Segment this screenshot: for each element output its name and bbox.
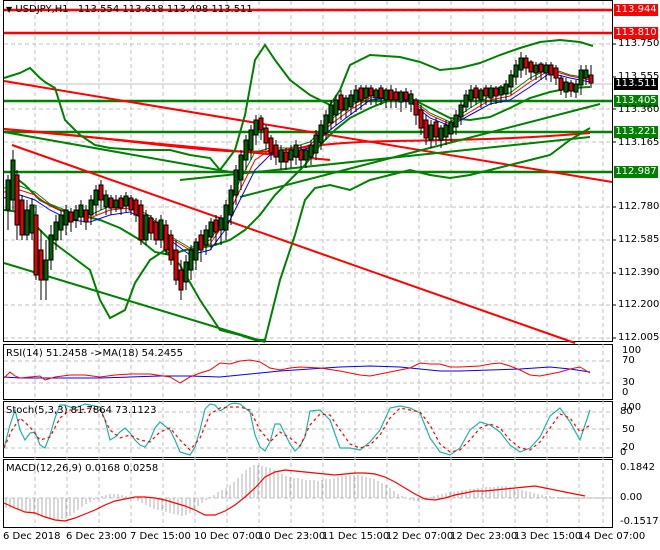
rsi-tick: 30: [622, 377, 635, 388]
time-label: 13 Dec 15:00: [514, 531, 582, 542]
stoch-tick: 20: [622, 442, 635, 453]
price-tick: 113.555: [618, 71, 660, 82]
macd-title: MACD(12,26,9) 0.0168 0.0258: [6, 463, 159, 474]
trend-lines[interactable]: [3, 80, 613, 344]
price-tick: 113.165: [618, 137, 660, 148]
price-tick: 113.360: [618, 104, 660, 115]
axis-ticks: [612, 43, 616, 339]
dropdown-triangle-icon[interactable]: ▼: [6, 5, 13, 14]
time-label: 6 Dec 23:00: [66, 531, 127, 542]
stoch-lines: [3, 402, 591, 456]
candlesticks: [5, 52, 594, 300]
time-label: 14 Dec 07:00: [578, 531, 646, 542]
price-tick: 112.585: [618, 234, 660, 245]
macd-tick: 0.1842: [620, 462, 655, 473]
time-label: 12 Dec 23:00: [450, 531, 518, 542]
symbol-label: USDJPY,H1: [15, 4, 69, 15]
grid-vertical: [34, 1, 604, 527]
time-label: 11 Dec 15:00: [322, 531, 390, 542]
rsi-lines: [3, 359, 591, 384]
current-price-label: 113.511: [614, 78, 658, 90]
level-label-112987: 112.987: [614, 166, 658, 178]
price-tick: 112.005: [618, 332, 660, 343]
rsi-tick: 70: [622, 355, 635, 366]
level-label-113405: 113.405: [614, 95, 658, 107]
stoch-tick: 0: [620, 447, 627, 458]
macd-tick: 0.00: [620, 492, 643, 503]
level-label-113944: 113.944: [614, 4, 658, 16]
rsi-tick: 100: [622, 345, 642, 356]
rsi-tick: 0: [622, 387, 629, 398]
time-label: 6 Dec 2018: [3, 531, 61, 542]
macd-tick: -0.1517: [620, 516, 659, 527]
price-tick: 112.390: [618, 267, 660, 278]
macd-signal-line: [3, 469, 586, 522]
price-tick: 113.750: [618, 38, 660, 49]
time-label: 10 Dec 07:00: [194, 531, 262, 542]
time-label: 12 Dec 07:00: [386, 531, 454, 542]
stoch-tick: 100: [622, 402, 642, 413]
bollinger-bands: [3, 38, 594, 341]
level-label-113810: 113.810: [614, 27, 658, 39]
rsi-title: RSI(14) 51.2458 ->MA(18) 54.2455: [6, 348, 183, 359]
stoch-title: Stoch(5,3,3) 81.7864 73.1123: [6, 405, 157, 416]
price-tick: 112.780: [618, 201, 660, 212]
chart-title: ▼ USDJPY,H1 113.554 113.618 113.498 113.…: [6, 4, 253, 16]
price-tick: 112.200: [618, 299, 660, 310]
ohlc-values: 113.554 113.618 113.498 113.511: [77, 4, 253, 15]
stoch-tick: 80: [620, 406, 633, 417]
time-label: 7 Dec 15:00: [130, 531, 191, 542]
panel-frames: [3, 0, 613, 528]
time-label: 10 Dec 23:00: [258, 531, 326, 542]
level-label-113221: 113.221: [614, 126, 658, 138]
stoch-tick: 50: [622, 424, 635, 435]
